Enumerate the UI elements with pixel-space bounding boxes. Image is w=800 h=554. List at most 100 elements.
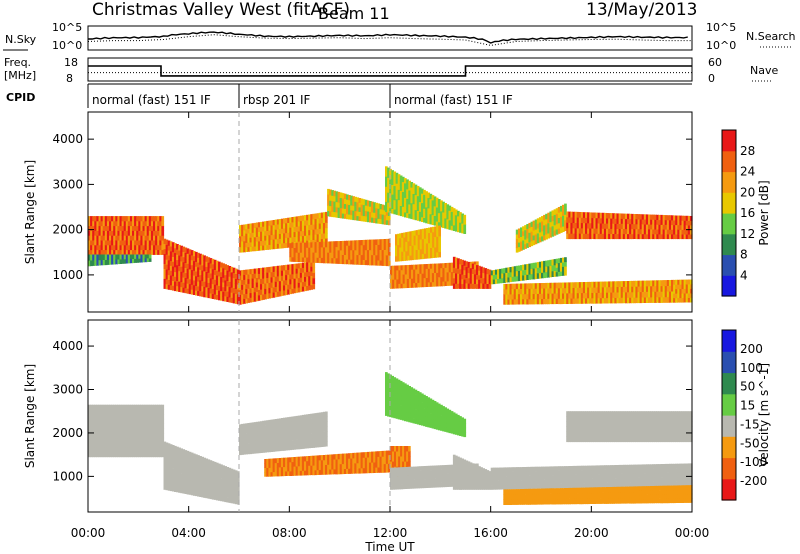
velocity-cell: [171, 445, 175, 450]
power-cell: [211, 283, 215, 290]
velocity-cell: [155, 418, 158, 424]
power-cell: [163, 263, 167, 269]
power-cell: [182, 246, 186, 253]
velocity-cell: [425, 470, 429, 475]
power-cell: [102, 225, 106, 231]
power-cell: [119, 235, 123, 241]
power-cell: [534, 224, 538, 230]
velocity-cell: [421, 393, 424, 399]
velocity-cell: [171, 449, 175, 455]
power-cell: [236, 299, 240, 305]
velocity-cell: [150, 418, 154, 424]
power-cell: [438, 272, 441, 278]
velocity-cell: [165, 466, 169, 472]
velocity-cell: [121, 433, 125, 439]
power-cell: [115, 230, 118, 236]
power-cell: [450, 225, 454, 231]
power-cell: [660, 296, 664, 303]
velocity-cell: [109, 423, 112, 429]
power-cell: [664, 229, 668, 235]
power-cell: [264, 277, 267, 284]
power-cell: [517, 270, 521, 276]
power-cell: [438, 236, 441, 242]
velocity-cell: [425, 465, 429, 471]
velocity-cell: [150, 409, 154, 415]
velocity-cell: [289, 445, 292, 451]
power-cell: [641, 219, 645, 225]
velocity-cell: [431, 409, 435, 415]
velocity-cell: [295, 420, 299, 426]
power-cell: [666, 234, 670, 240]
velocity-cell: [417, 479, 420, 485]
velocity-cell: [218, 482, 221, 487]
velocity-cell: [230, 493, 234, 499]
power-cell: [291, 243, 295, 249]
power-cell: [524, 264, 527, 270]
power-cell: [90, 235, 93, 241]
velocity-cell: [111, 433, 114, 439]
power-cell: [574, 222, 578, 229]
power-cell: [664, 296, 668, 303]
velocity-cell: [280, 466, 284, 472]
velocity-cell: [410, 417, 414, 423]
power-cell: [393, 185, 397, 191]
power-cell: [425, 212, 428, 218]
power-cell: [111, 220, 114, 227]
power-cell: [435, 202, 439, 208]
power-cell: [627, 223, 630, 230]
power-cell: [415, 269, 418, 274]
velocity-cell: [186, 470, 190, 476]
power-cell: [683, 297, 687, 303]
power-cell: [392, 283, 395, 289]
velocity-cell: [243, 423, 246, 430]
power-cell: [375, 254, 378, 261]
power-cell: [337, 207, 341, 213]
power-cell: [153, 240, 156, 246]
power-cell: [414, 184, 418, 190]
power-cell: [610, 213, 613, 219]
power-cell: [159, 244, 162, 251]
velocity-cell: [494, 476, 498, 481]
velocity-cell: [88, 418, 91, 424]
power-cell: [635, 214, 639, 220]
power-cell: [429, 214, 433, 220]
power-cell: [383, 254, 387, 261]
power-cell: [593, 287, 597, 293]
velocity-cell: [320, 417, 324, 423]
power-cell: [111, 235, 114, 241]
velocity-cell: [169, 481, 173, 487]
velocity-cell: [188, 470, 192, 476]
power-cell: [249, 242, 253, 247]
velocity-cell: [416, 400, 420, 406]
power-cell: [295, 236, 299, 242]
power-cell: [414, 189, 418, 196]
velocity-cell: [437, 421, 441, 426]
velocity-cell: [167, 462, 171, 468]
power-cell: [666, 215, 670, 221]
velocity-cell: [306, 443, 309, 449]
velocity-cell: [230, 488, 234, 494]
velocity-cell: [427, 397, 431, 403]
power-cell: [205, 256, 209, 262]
velocity-cell: [397, 414, 401, 420]
power-cell: [329, 194, 332, 201]
power-cell: [415, 254, 419, 260]
velocity-cell: [377, 467, 381, 473]
power-cell: [253, 273, 257, 279]
velocity-cell: [232, 493, 236, 499]
power-cell: [440, 263, 443, 269]
power-cell: [404, 283, 408, 289]
power-cell: [608, 228, 611, 234]
velocity-cell: [440, 409, 443, 416]
velocity-cell: [255, 448, 259, 454]
power-cell: [207, 272, 211, 278]
power-cell: [285, 264, 288, 271]
velocity-cell: [117, 423, 121, 429]
power-cell: [440, 276, 443, 282]
velocity-cell: [318, 437, 322, 443]
velocity-cell: [335, 459, 339, 465]
power-cell: [455, 278, 458, 284]
power-cell: [450, 276, 454, 282]
velocity-cell: [266, 438, 269, 444]
power-cell: [260, 221, 263, 227]
